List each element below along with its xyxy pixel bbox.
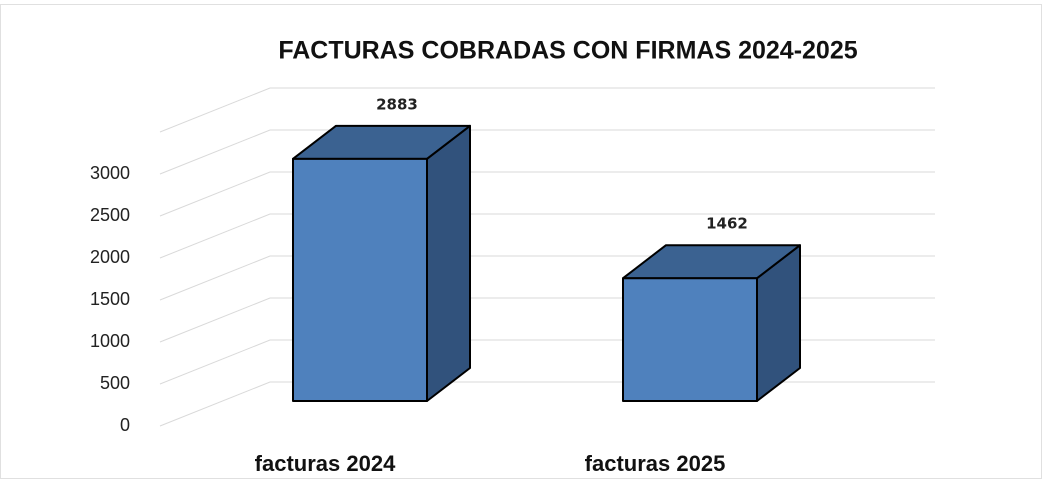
y-tick-label: 3000 (90, 163, 130, 183)
y-tick-label: 1000 (90, 331, 130, 351)
bar-front (292, 157, 428, 402)
grid-line (159, 297, 935, 343)
x-tick-label: facturas 2025 (585, 451, 726, 476)
bar-front (622, 277, 758, 402)
y-tick-label: 0 (120, 415, 130, 435)
value-label: 1462 (706, 215, 748, 233)
y-tick-label: 2500 (90, 205, 130, 225)
y-tick-label: 1500 (90, 289, 130, 309)
chart-title: FACTURAS COBRADAS CON FIRMAS 2024-2025 (278, 37, 857, 65)
chart-frame (0, 4, 1042, 479)
grid-line (159, 87, 935, 133)
value-label: 2883 (376, 95, 418, 113)
grid-line (159, 129, 935, 175)
y-tick-label: 2000 (90, 247, 130, 267)
bar-side (426, 124, 471, 402)
grid-line (159, 213, 935, 259)
grid-line (159, 255, 935, 301)
bar (622, 244, 801, 402)
grid-line (159, 339, 935, 385)
x-tick-label: facturas 2024 (255, 451, 396, 476)
grid-line (159, 171, 935, 217)
y-tick-label: 500 (100, 373, 130, 393)
bar (292, 124, 471, 402)
grid-line (159, 381, 935, 427)
